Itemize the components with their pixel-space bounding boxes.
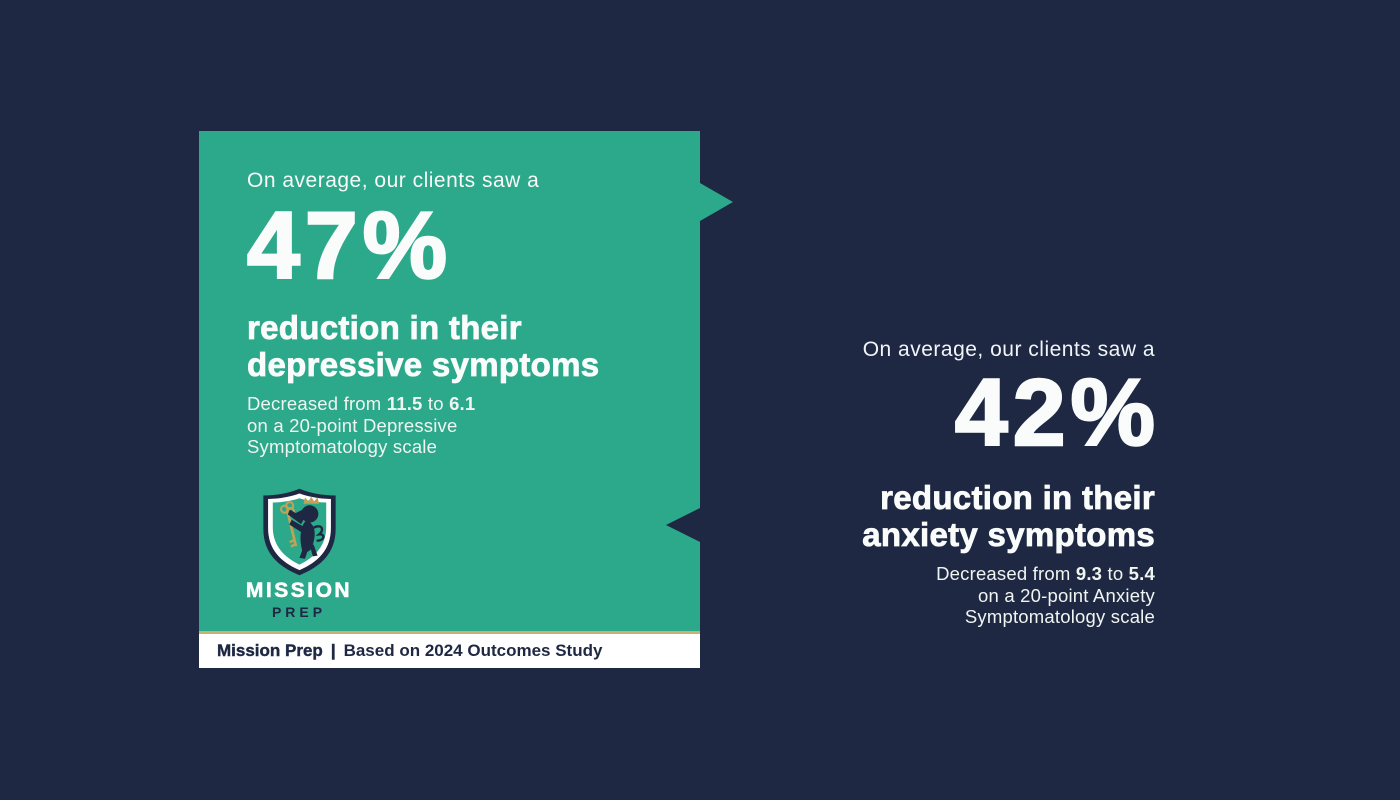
notch-left-icon: [666, 508, 700, 542]
anxiety-stat-panel: On average, our clients saw a 42% reduct…: [725, 338, 1156, 628]
anxiety-detail-text: Decreased from 9.3 to 5.4 on a 20-point …: [725, 563, 1155, 628]
footer-study-note: Based on 2024 Outcomes Study: [343, 641, 603, 660]
crown-icon: [302, 496, 319, 504]
depression-stat-card: On average, our clients saw a 47% reduct…: [199, 131, 733, 668]
detail-score-after: 6.1: [449, 393, 476, 414]
depression-headline: reduction in their depressive symptoms: [247, 309, 670, 384]
detail-score-after: 5.4: [1128, 563, 1155, 584]
headline-line-2: depressive symptoms: [247, 346, 600, 384]
logo-wordmark-mission: MISSION: [245, 578, 353, 602]
anxiety-stat-value: 42%: [954, 360, 1160, 466]
shield-crest-icon: [262, 488, 336, 575]
detail-line-2: on a 20-point Depressive: [247, 414, 458, 436]
detail-score-before: 11.5: [386, 393, 423, 414]
detail-score-before: 9.3: [1075, 563, 1103, 584]
depression-stat-value: 47%: [246, 193, 453, 299]
card-footer-strip: Mission Prep | Based on 2024 Outcomes St…: [199, 631, 700, 668]
headline-line-2: anxiety symptoms: [862, 516, 1155, 554]
detail-line-3: Symptomatology scale: [964, 606, 1155, 627]
detail-text: Decreased from: [936, 563, 1076, 584]
detail-text: to: [1102, 563, 1129, 584]
detail-line-2: on a 20-point Anxiety: [978, 584, 1155, 606]
speech-tail-right-icon: [700, 183, 733, 221]
detail-text: Decreased from: [247, 393, 387, 414]
key-icon: [279, 500, 297, 548]
detail-text: to: [422, 393, 450, 414]
card-intro-text: On average, our clients saw a: [247, 169, 540, 192]
mission-prep-logo: MISSION PREP: [234, 488, 364, 620]
anxiety-headline: reduction in their anxiety symptoms: [725, 479, 1155, 554]
footer-brand: Mission Prep: [217, 641, 323, 660]
lion-icon: [287, 504, 325, 559]
logo-wordmark-prep: PREP: [271, 603, 327, 620]
footer-divider: |: [330, 641, 336, 661]
headline-line-1: reduction in their: [880, 479, 1155, 517]
depression-detail-text: Decreased from 11.5 to 6.1 on a 20-point…: [247, 393, 670, 458]
panel-intro-text: On average, our clients saw a: [862, 338, 1155, 361]
detail-line-3: Symptomatology scale: [247, 436, 438, 457]
headline-line-1: reduction in their: [247, 309, 522, 347]
